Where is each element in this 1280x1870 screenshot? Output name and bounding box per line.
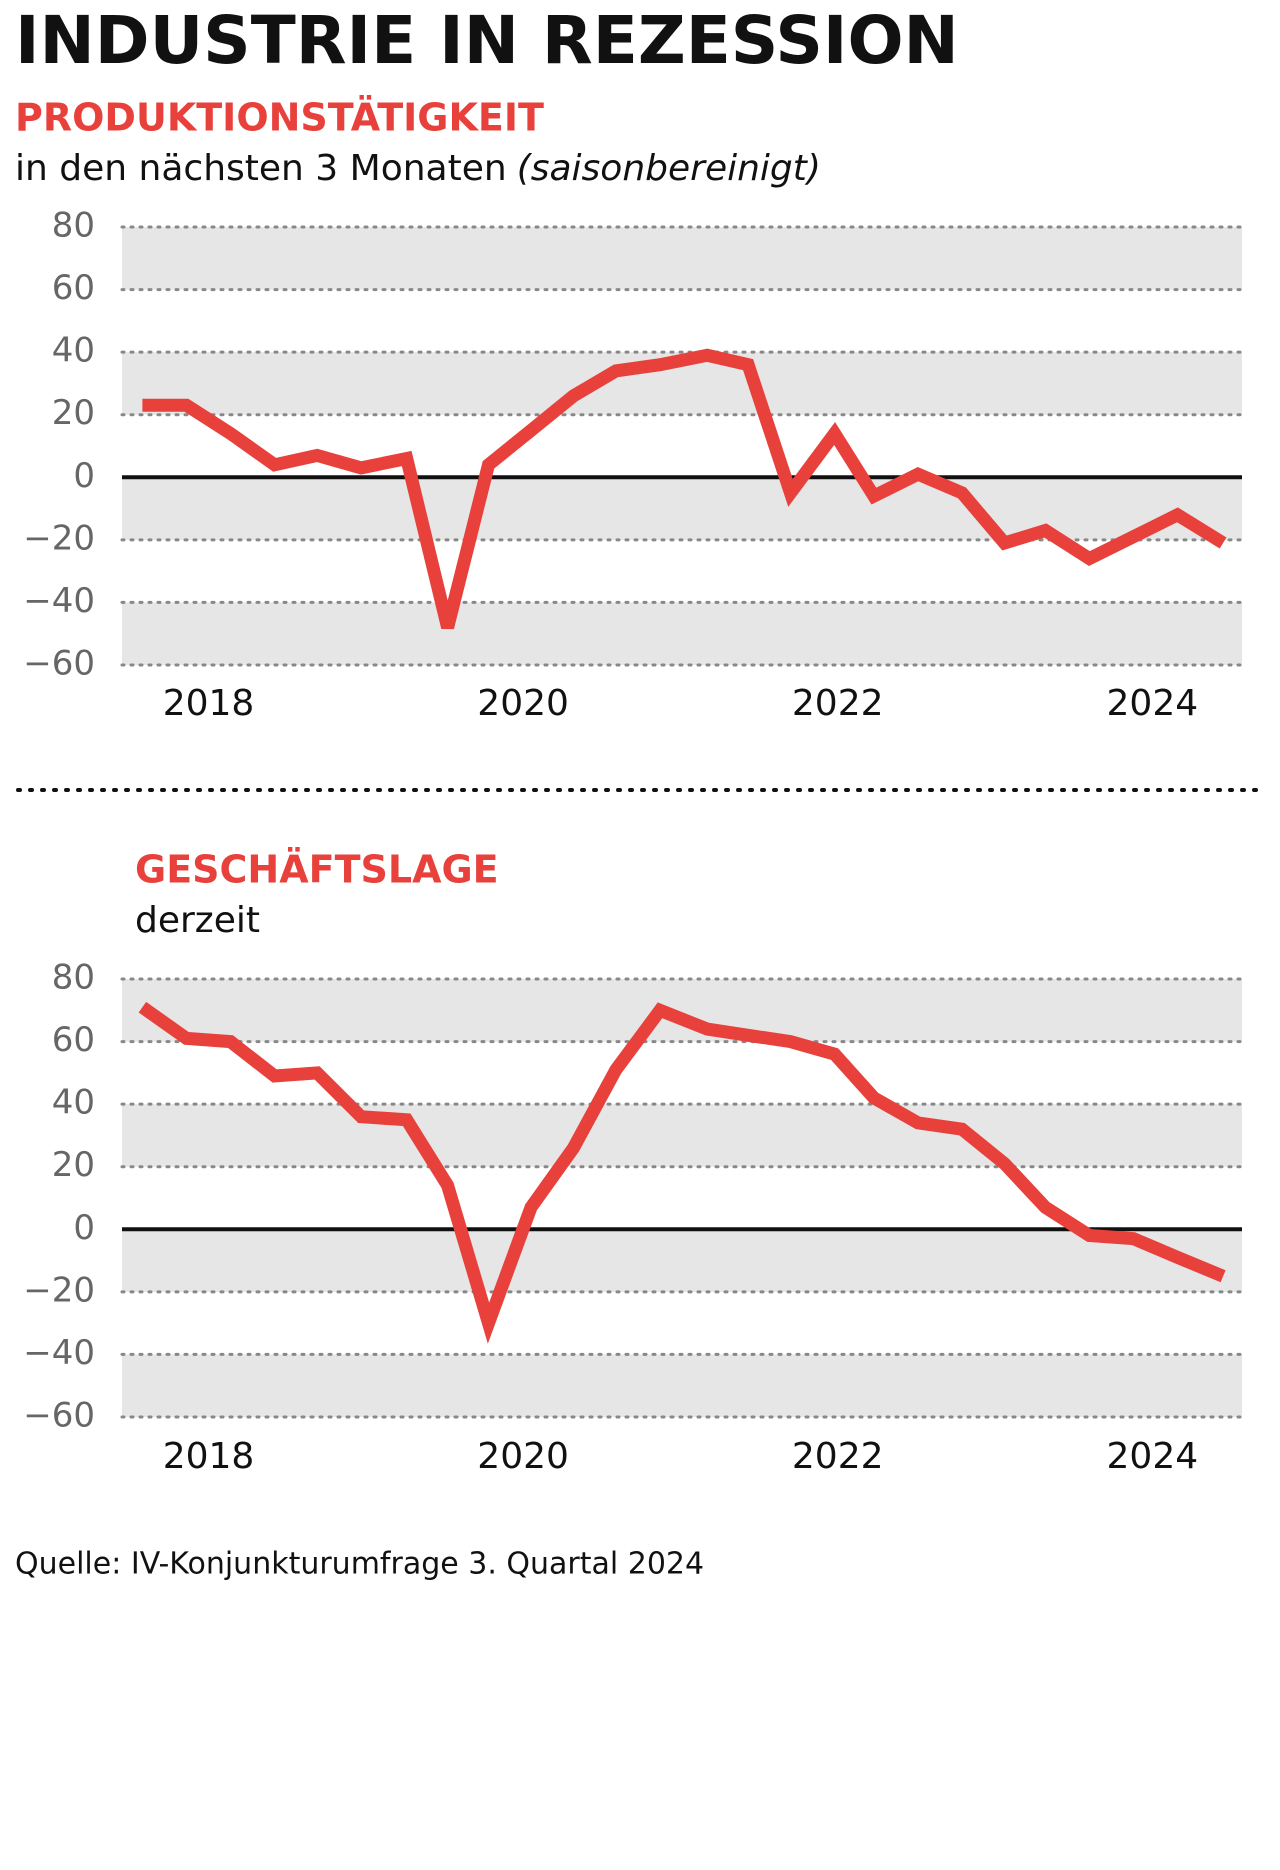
y-tick-label: 0: [73, 1208, 95, 1248]
chart-subtitle: derzeit: [135, 900, 260, 941]
y-tick-label: −60: [23, 644, 95, 684]
x-tick-label: 2018: [163, 683, 255, 724]
chart: GESCHÄFTSLAGE derzeit −60 −40 −20 0 20 40 60 80 20…: [23, 848, 1244, 1477]
band: [122, 979, 1242, 1042]
band: [122, 477, 1242, 540]
subtitle-part: derzeit: [135, 900, 260, 941]
x-tick-label: 2022: [792, 1436, 884, 1477]
y-tick-label: 60: [52, 268, 95, 308]
y-tick-label: 20: [52, 393, 95, 433]
y-tick-label: −40: [23, 581, 95, 621]
chart-title: PRODUKTIONSTÄTIGKEIT: [15, 96, 544, 140]
y-tick-label: −20: [23, 518, 95, 558]
y-tick-label: −40: [23, 1333, 95, 1373]
page-title: INDUSTRIE IN REZESSION: [15, 2, 959, 79]
y-tick-label: 80: [52, 958, 95, 998]
chart-subtitle: in den nächsten 3 Monaten (saisonbereinig…: [15, 148, 821, 189]
x-tick-label: 2020: [477, 1436, 569, 1477]
band: [122, 602, 1242, 665]
y-tick-label: 20: [52, 1145, 95, 1185]
chart-title: GESCHÄFTSLAGE: [135, 848, 499, 892]
y-tick-label: −60: [23, 1396, 95, 1436]
y-tick-label: 0: [73, 456, 95, 496]
y-tick-label: 40: [52, 331, 95, 371]
y-tick-label: −20: [23, 1270, 95, 1310]
x-tick-label: 2024: [1107, 1436, 1199, 1477]
x-tick-label: 2020: [477, 683, 569, 724]
x-tick-label: 2018: [163, 1436, 255, 1477]
band: [122, 227, 1242, 290]
source: Quelle: IV-Konjunkturumfrage 3. Quartal …: [15, 1547, 704, 1582]
band: [122, 1354, 1242, 1417]
x-tick-label: 2024: [1107, 683, 1199, 724]
y-tick-label: 60: [52, 1020, 95, 1060]
chart: PRODUKTIONSTÄTIGKEIT in den nächsten 3 Mo…: [15, 96, 1244, 724]
x-tick-label: 2022: [792, 683, 884, 724]
y-tick-label: 80: [52, 206, 95, 246]
y-tick-label: 40: [52, 1083, 95, 1123]
line: [142, 348, 1227, 630]
subtitle-part: in den nächsten 3 Monaten: [15, 148, 507, 189]
line: [138, 1001, 1226, 1344]
band: [122, 1229, 1242, 1292]
subtitle-part: (saisonbereinigt): [517, 148, 821, 189]
band: [122, 1104, 1242, 1167]
